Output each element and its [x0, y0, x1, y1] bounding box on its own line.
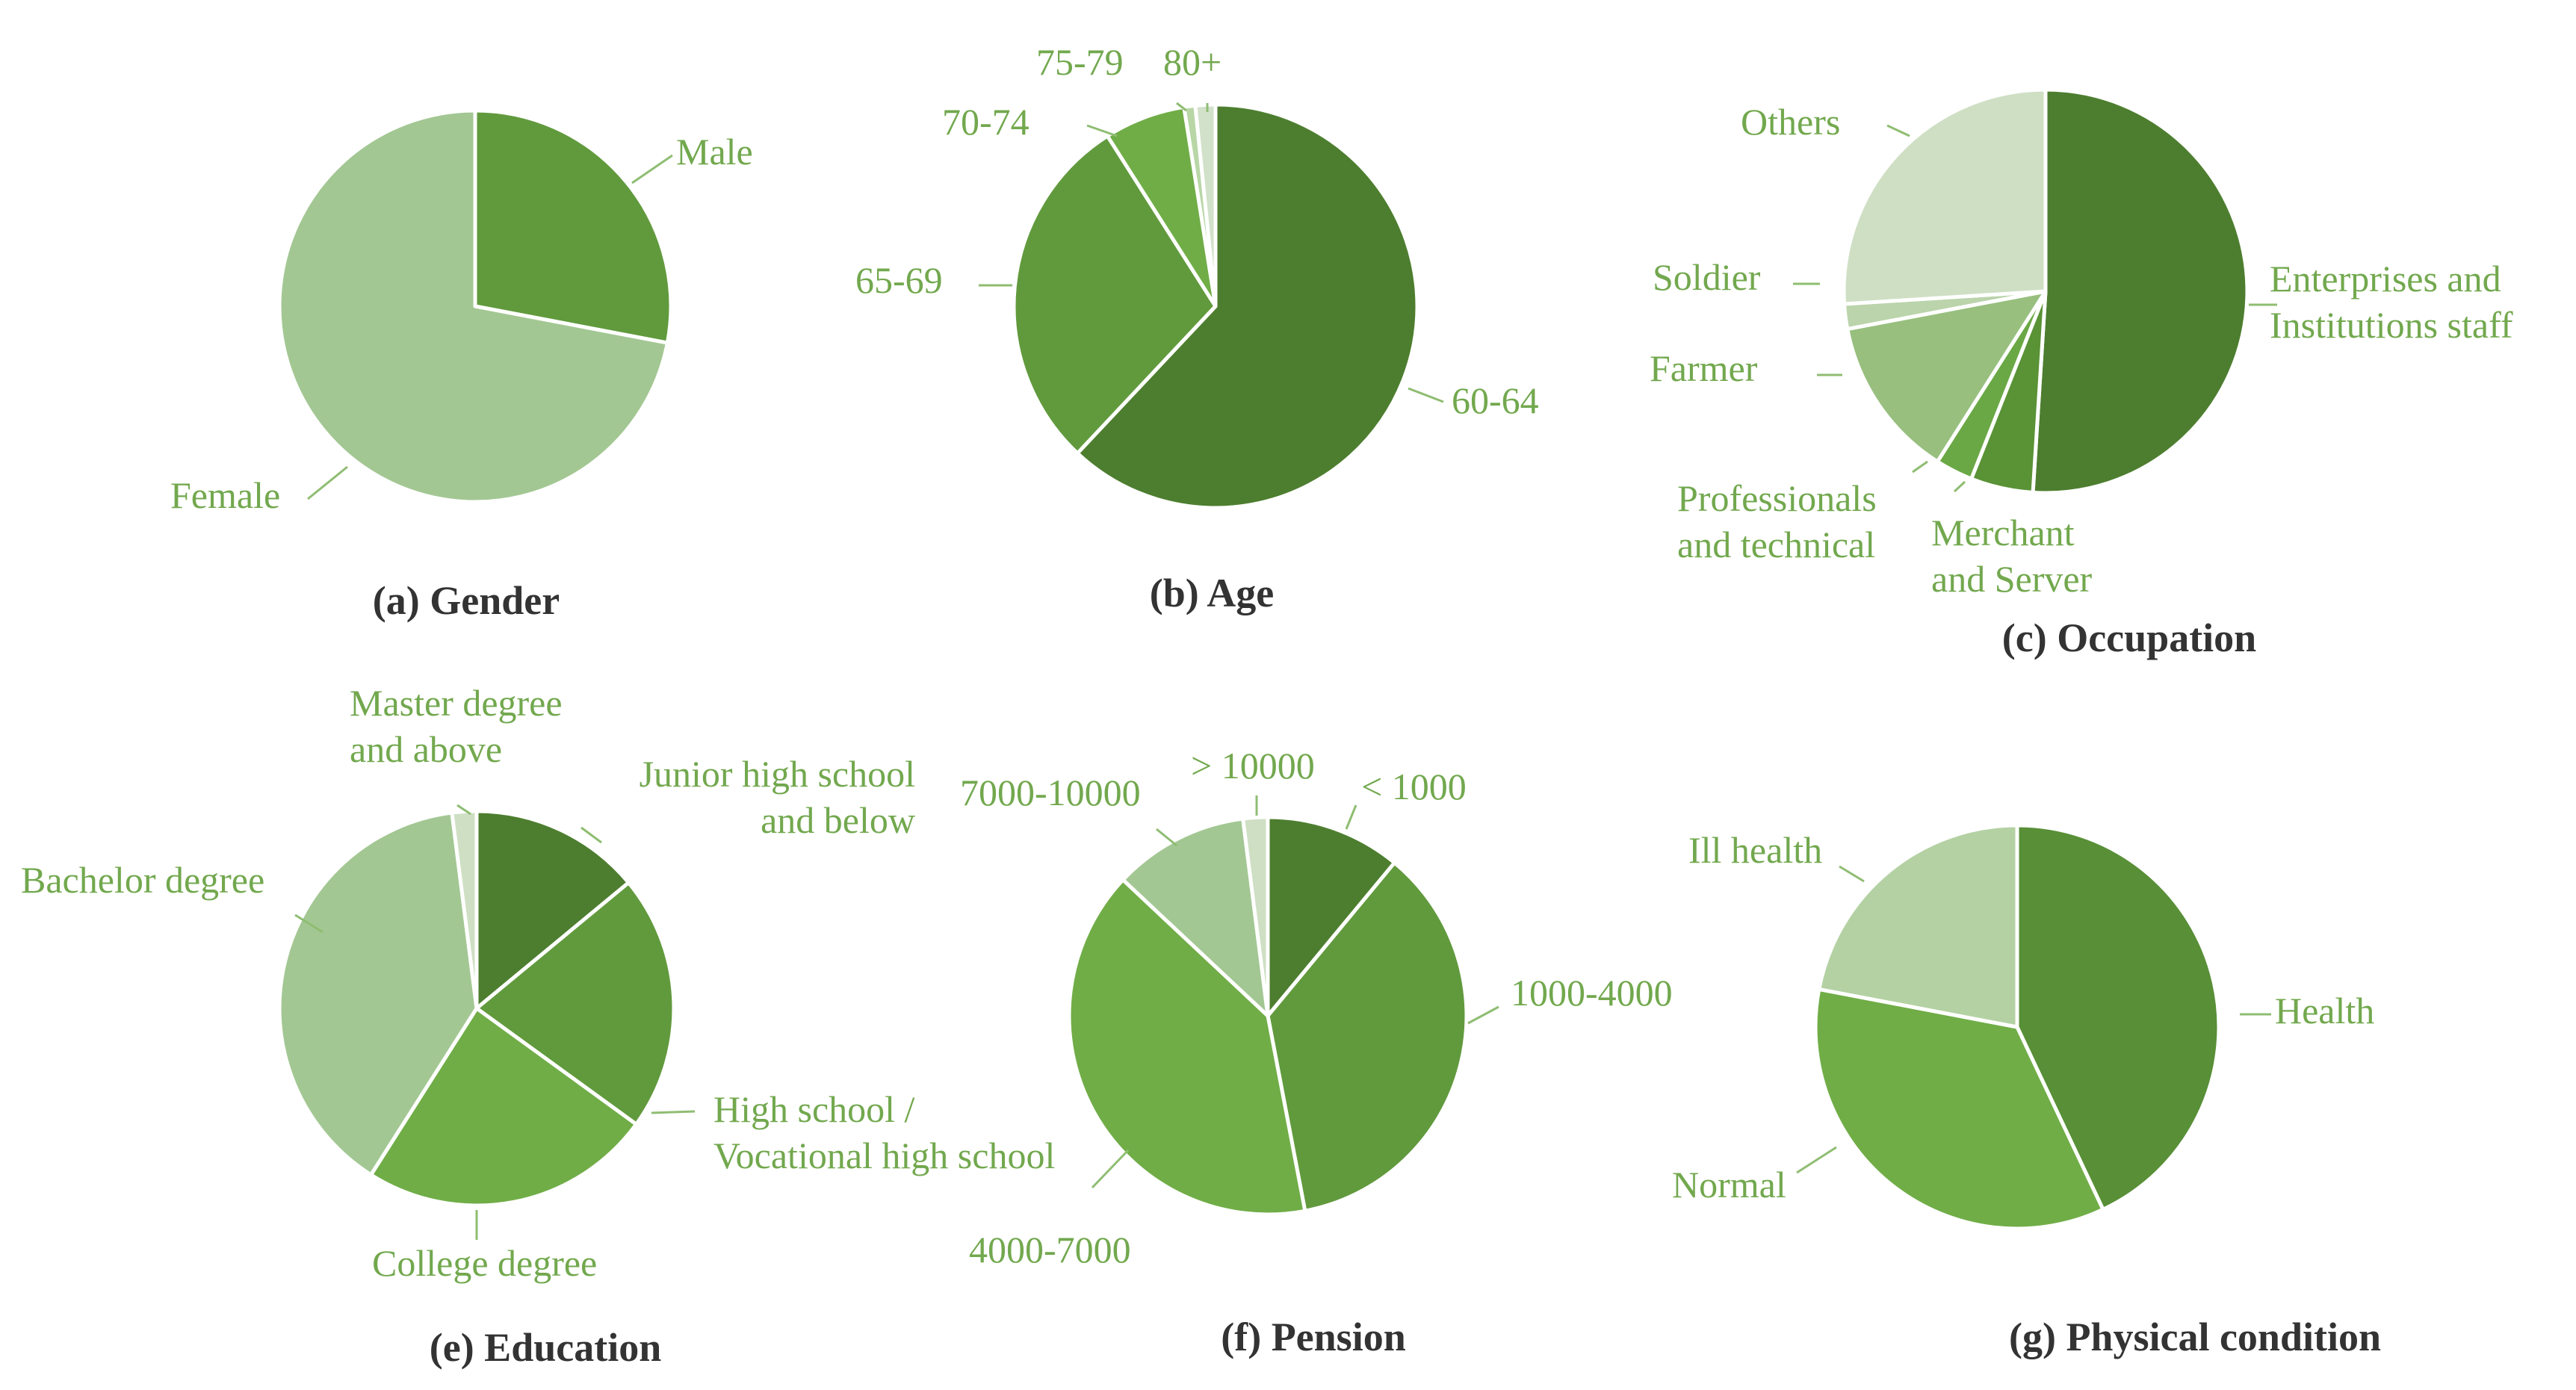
- slice-label-farmer: Farmer: [1650, 347, 1758, 389]
- leader-line-bachelor-degree: [294, 913, 323, 934]
- slice-label-10000: > 10000: [1191, 745, 1315, 786]
- slice-label-70-74: 70-74: [942, 101, 1030, 143]
- chart-caption: (c) Occupation: [2002, 615, 2256, 660]
- pie-slice-1000: [1266, 815, 1397, 1018]
- slice-label-65-69: 65-69: [855, 259, 943, 301]
- pie-slice-farmer: [1845, 289, 2048, 464]
- slice-label-female: Female: [170, 474, 280, 516]
- slice-label-health: Health: [2275, 990, 2374, 1031]
- leader-line-1000: [1345, 804, 1357, 830]
- slice-label-others: Others: [1741, 101, 1840, 143]
- pie-slice-10000: [1241, 815, 1270, 1018]
- slice-label-master-degree-and-above: Master degree: [350, 682, 563, 724]
- slice-label-80: 80+: [1163, 41, 1222, 83]
- slice-label-male: Male: [676, 131, 753, 173]
- leader-line-master-degree-and-above: [456, 804, 471, 816]
- leader-line-male: [631, 154, 673, 184]
- slice-label-professionals-and-technical: Professionals: [1677, 477, 1877, 519]
- slice-label-7000-10000: 7000-10000: [960, 772, 1141, 813]
- leader-line-normal: [1796, 1146, 1837, 1174]
- slice-label-normal: Normal: [1672, 1164, 1786, 1206]
- chart-caption: (e) Education: [430, 1325, 662, 1370]
- slice-label-enterprises-and-institutions-staff: Enterprises and: [2270, 258, 2501, 300]
- chart-caption: (f) Pension: [1221, 1315, 1405, 1359]
- chart-caption: (g) Physical condition: [2009, 1315, 2381, 1359]
- slice-label-junior-high-school-and-below: and below: [761, 799, 915, 841]
- leader-line-ill-health: [1839, 865, 1865, 883]
- leader-line-merchant-and-server: [1953, 480, 1966, 493]
- leader-line-professionals-and-technical: [1912, 460, 1928, 474]
- slice-label-60-64: 60-64: [1452, 379, 1539, 421]
- slice-label-bachelor-degree: Bachelor degree: [21, 859, 264, 901]
- pie-slice-1000-4000: [1266, 860, 1469, 1213]
- pie-slice-60-64: [1075, 102, 1419, 510]
- pie-chart-a-gender: Male Female (a) Gender: [170, 108, 753, 623]
- leader-line-high-school-vocational-high-school: [651, 1110, 696, 1114]
- pie-slice-enterprises-and-institutions-staff: [2031, 87, 2250, 495]
- slice-label-high-school-vocational-high-school: High school /: [713, 1088, 915, 1130]
- leader-line-1000-4000: [1467, 1005, 1499, 1025]
- pie-slice-college-degree: [369, 1006, 639, 1208]
- pie-slice-health: [2015, 823, 2221, 1211]
- chart-caption: (a) Gender: [373, 578, 560, 623]
- slice-label-college-degree: College degree: [372, 1242, 597, 1284]
- pie-slice-junior-high-school-and-below: [474, 809, 631, 1011]
- pie-chart-g-physical-condition: Health Normal Ill health (g) Physical condi…: [1672, 823, 2381, 1359]
- leader-line-70-74: [1086, 124, 1118, 137]
- slice-label-enterprises-and-institutions-staff: Institutions staff: [2270, 304, 2513, 346]
- leader-line-female: [307, 465, 348, 500]
- pie-slice-65-69: [1012, 134, 1218, 456]
- pie-slice-female: [277, 108, 669, 504]
- slice-label-ill-health: Ill health: [1688, 829, 1822, 871]
- leader-line-7000-10000: [1156, 828, 1177, 847]
- slice-label-merchant-and-server: Merchant: [1931, 512, 2075, 553]
- slice-label-75-79: 75-79: [1036, 41, 1124, 83]
- pie-slice-normal: [1813, 987, 2105, 1231]
- slice-label-junior-high-school-and-below: Junior high school: [640, 753, 915, 795]
- slice-label-1000-4000: 1000-4000: [1511, 972, 1673, 1014]
- pie-slice-80: [1193, 102, 1218, 308]
- pie-slice-7000-10000: [1121, 816, 1270, 1018]
- pie-slice-4000-7000: [1067, 878, 1307, 1217]
- pie-slice-master-degree-and-above: [450, 809, 479, 1011]
- pie-slice-male: [473, 108, 673, 345]
- leader-line-75-79: [1176, 102, 1187, 112]
- slice-label-soldier: Soldier: [1653, 256, 1761, 298]
- slice-label-master-degree-and-above: and above: [350, 728, 502, 770]
- pie-chart-f-pension: < 1000 1000-4000 4000-7000 7000-10000 > 1000…: [960, 745, 1673, 1359]
- leader-line-4000-7000: [1091, 1149, 1130, 1189]
- pie-slice-high-school-vocational-high-school: [474, 881, 676, 1126]
- leader-line-60-64: [1408, 387, 1444, 403]
- slice-label-merchant-and-server: and Server: [1931, 558, 2093, 600]
- pie-slice-ill-health: [1817, 823, 2019, 1029]
- pie-slice-others: [1842, 87, 2048, 306]
- pie-slice-bachelor-degree: [277, 810, 479, 1177]
- leader-line-junior-high-school-and-below: [580, 826, 602, 844]
- slice-label-4000-7000: 4000-7000: [969, 1229, 1131, 1270]
- slice-label-high-school-vocational-high-school: Vocational high school: [713, 1135, 1055, 1176]
- chart-caption: (b) Age: [1150, 571, 1274, 615]
- slice-label-1000: < 1000: [1361, 766, 1467, 807]
- leader-line-others: [1886, 124, 1910, 137]
- slice-label-professionals-and-technical: and technical: [1677, 524, 1875, 565]
